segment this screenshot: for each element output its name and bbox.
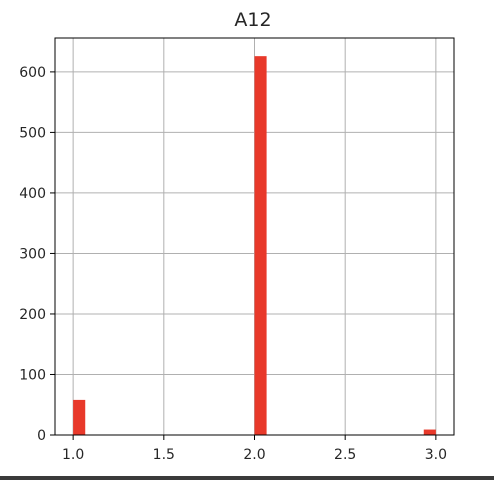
histogram-bar — [423, 429, 436, 435]
histogram-bar — [254, 56, 267, 435]
y-tick-label: 500 — [19, 125, 46, 141]
y-tick-label: 400 — [19, 186, 46, 202]
y-tick-label: 0 — [37, 428, 46, 444]
window-bottom-border — [0, 476, 494, 480]
chart-title: A12 — [234, 9, 271, 31]
bars — [73, 56, 436, 435]
x-tick-label: 2.0 — [243, 447, 265, 463]
y-tick-label: 200 — [19, 307, 46, 323]
x-tick-label: 1.5 — [153, 447, 175, 463]
y-tick-label: 300 — [19, 246, 46, 262]
x-tick-label: 1.0 — [62, 447, 84, 463]
histogram-bar — [73, 399, 86, 435]
y-tick-label: 100 — [19, 367, 46, 383]
y-tick-label: 600 — [19, 65, 46, 81]
x-tick-label: 2.5 — [334, 447, 356, 463]
y-axis-ticks: 0 100 200 300 400 500 600 — [19, 65, 55, 444]
x-axis-ticks: 1.0 1.5 2.0 2.5 3.0 — [62, 435, 447, 463]
x-tick-label: 3.0 — [425, 447, 447, 463]
